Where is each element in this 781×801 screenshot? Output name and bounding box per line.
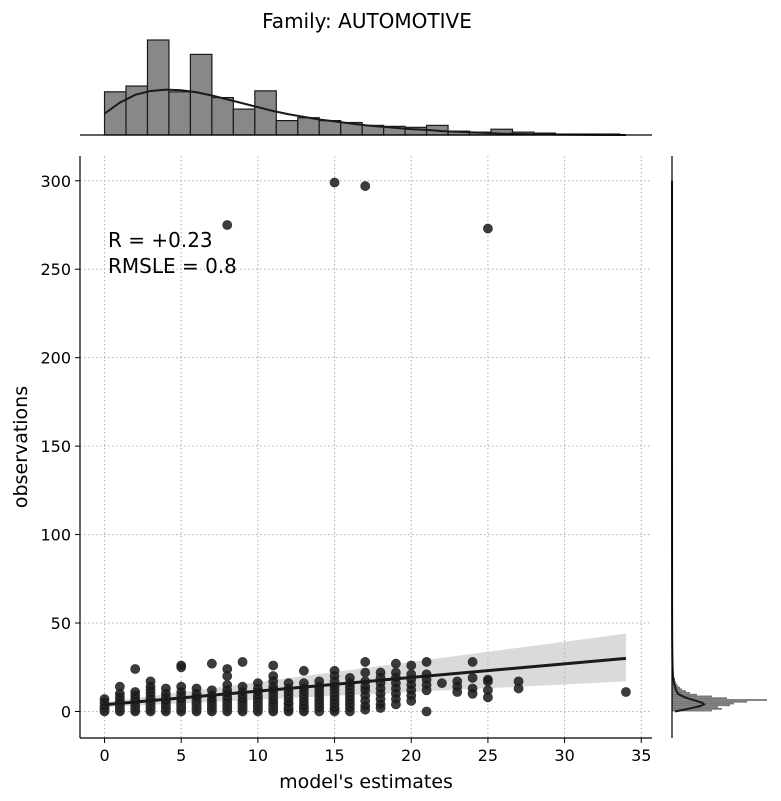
x-ticks: 0 5 10 15 20 25 30 35 (99, 738, 651, 765)
y-tick-label: 300 (40, 172, 71, 191)
scatter-point (375, 667, 386, 678)
scatter-point (222, 664, 233, 674)
scatter-point (391, 667, 401, 678)
x-axis-label: model's estimates (279, 771, 453, 793)
y-tick-label: 200 (40, 349, 71, 368)
right-histogram-bar (672, 690, 686, 693)
right-histogram-bar (672, 693, 697, 696)
scatter-point (621, 687, 631, 697)
rmsle-annotation: RMSLE = 0.8 (108, 254, 237, 278)
right-histogram-bar (672, 707, 722, 710)
y-ticks: 0 50 100 150 200 250 300 (40, 172, 80, 721)
scatter-point (130, 664, 141, 674)
scatter-point (145, 676, 156, 687)
top-kde-curve (103, 88, 626, 136)
top-histogram-bar (232, 108, 256, 136)
top-histogram-bar (103, 91, 127, 136)
scatter-point (421, 657, 432, 667)
x-tick-label: 35 (631, 746, 651, 765)
right-histogram-bar (672, 709, 712, 712)
scatter-point (467, 672, 478, 683)
scatter-point (268, 660, 279, 671)
x-tick-label: 15 (324, 746, 344, 765)
scatter-point (391, 658, 401, 669)
scatter-point (483, 223, 493, 234)
top-histogram-bar (254, 90, 277, 136)
grid-lines (80, 156, 652, 738)
top-histogram-bar (297, 117, 320, 136)
scatter-point (467, 683, 478, 694)
y-axis-label: observations (10, 386, 32, 508)
top-histogram-bars (103, 39, 621, 136)
scatter-point (176, 681, 187, 692)
scatter-point (191, 683, 202, 694)
x-tick-label: 30 (554, 746, 574, 765)
scatter-point (160, 683, 171, 694)
x-tick-label: 20 (401, 746, 421, 765)
top-histogram-bar (211, 96, 234, 136)
scatter-point (130, 687, 141, 697)
scatter-point (114, 681, 125, 692)
scatter-point (344, 672, 355, 683)
scatter-point (298, 665, 309, 676)
main-scatter-axes: 0 5 10 15 20 25 30 35 0 50 100 150 200 250 300 R = +0… (10, 156, 652, 793)
scatter-point (283, 678, 294, 689)
right-histogram-bar (672, 700, 747, 703)
right-histogram-bar (672, 688, 682, 691)
scatter-point (360, 667, 371, 678)
scatter-point (268, 671, 279, 681)
right-histogram-bar (672, 695, 712, 698)
scatter-point (237, 681, 248, 692)
x-tick-label: 10 (248, 746, 268, 765)
scatter-point (360, 657, 371, 667)
right-histogram-bar (672, 699, 767, 701)
right-histogram-bar (672, 697, 727, 700)
scatter-point (329, 177, 340, 188)
scatter-point (406, 660, 417, 671)
scatter-point (467, 657, 478, 667)
scatter-point (222, 680, 233, 690)
x-tick-label: 0 (99, 746, 109, 765)
right-histogram-bars (672, 676, 767, 712)
scatter-point (176, 660, 187, 671)
scatter-point (252, 678, 263, 689)
scatter-point (483, 674, 493, 685)
right-marginal-histogram (671, 156, 767, 738)
chart-title: Family: AUTOMOTIVE (262, 9, 472, 33)
scatter-point (360, 181, 371, 191)
top-histogram-bar (146, 39, 170, 136)
scatter-point (206, 658, 217, 669)
y-tick-label: 150 (40, 437, 71, 456)
scatter-point (421, 706, 432, 717)
scatter-point (99, 694, 110, 704)
x-tick-label: 5 (176, 746, 186, 765)
y-tick-label: 250 (40, 260, 71, 279)
top-histogram-bar (168, 91, 192, 136)
scatter-point (222, 220, 233, 230)
scatter-point (483, 685, 493, 696)
regression-line (104, 656, 627, 707)
scatter-point (513, 676, 524, 687)
x-tick-label: 25 (478, 746, 498, 765)
top-marginal-histogram (80, 39, 652, 136)
scatter-point (437, 678, 447, 689)
y-tick-label: 0 (61, 702, 71, 721)
r-annotation: R = +0.23 (108, 228, 213, 252)
scatter-point (237, 657, 248, 667)
right-histogram-bar (672, 692, 690, 694)
scatter-point (452, 676, 463, 687)
right-kde-curve (671, 180, 706, 713)
y-tick-label: 100 (40, 526, 71, 545)
top-histogram-bar (275, 120, 299, 136)
scatter-point (329, 665, 340, 676)
scatter-point (206, 685, 217, 696)
y-tick-label: 50 (51, 614, 71, 633)
